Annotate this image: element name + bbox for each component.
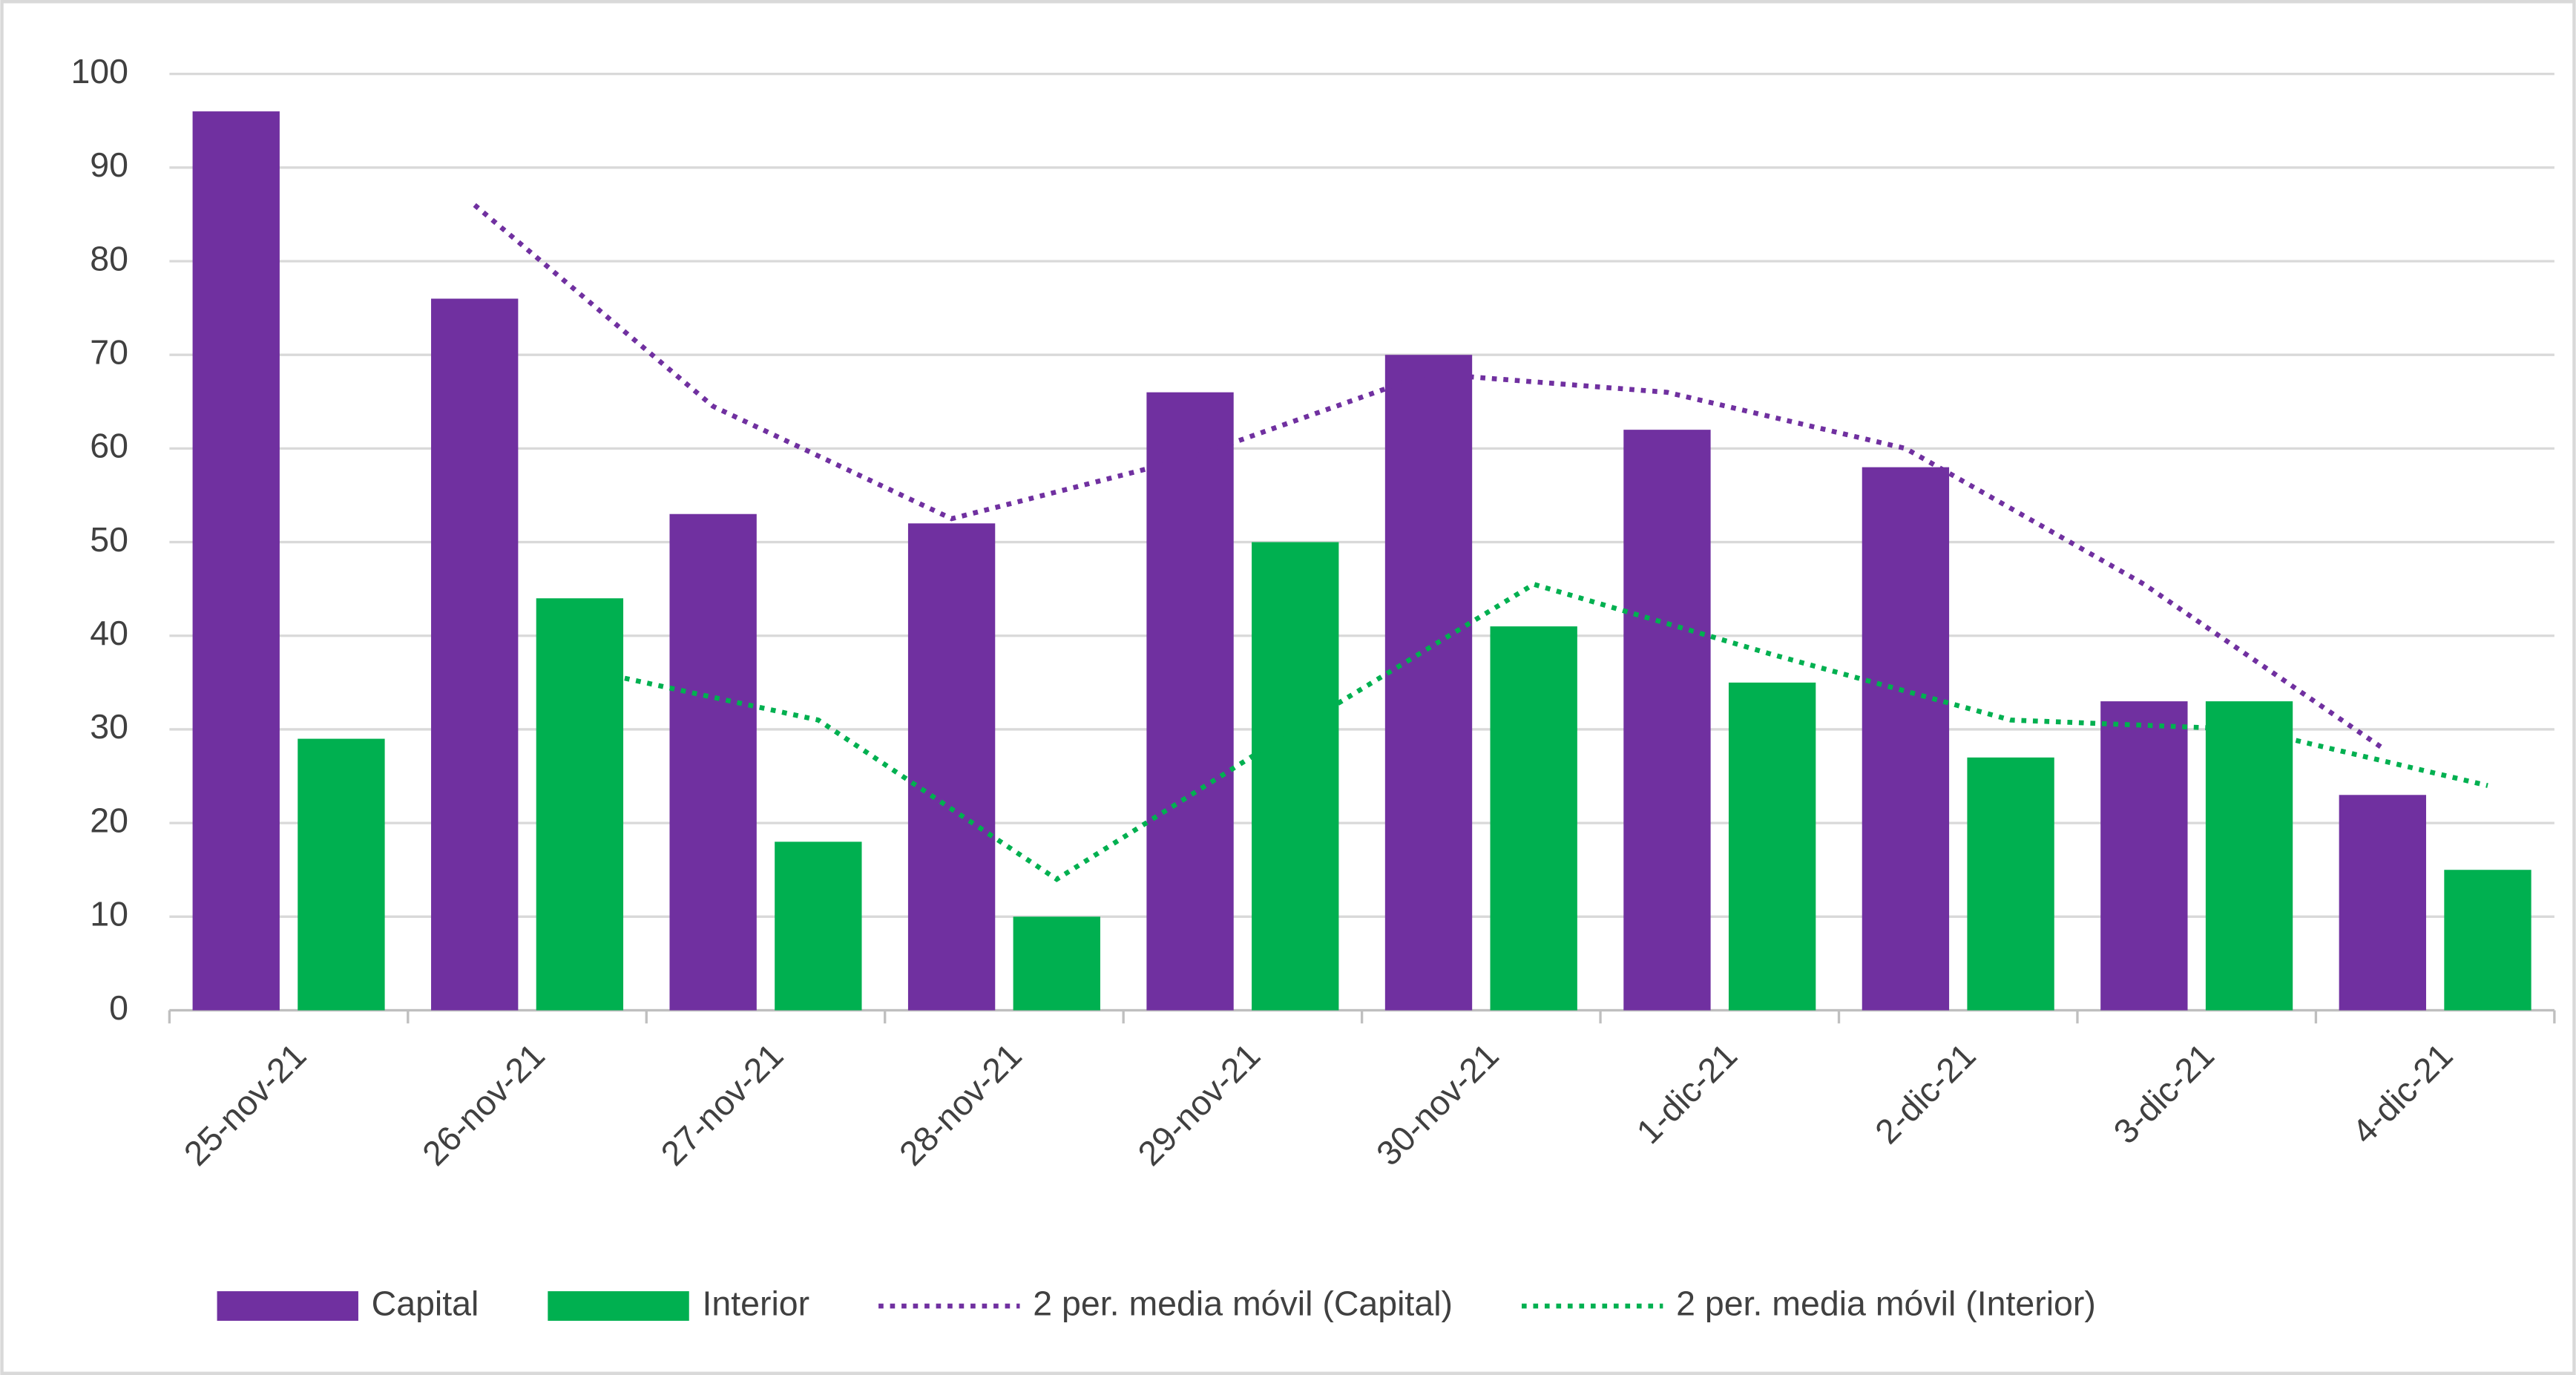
legend-label: Capital [372,1284,479,1322]
bar [1146,392,1234,1011]
legend-label: Interior [702,1284,809,1322]
legend-label: 2 per. media móvil (Interior) [1676,1284,2096,1322]
y-tick-label: 0 [109,988,128,1027]
legend-swatch [548,1291,689,1321]
bar [1967,757,2054,1011]
y-tick-label: 50 [90,520,128,559]
bar [775,841,862,1011]
bar [1623,430,1711,1011]
y-tick-label: 60 [90,427,128,465]
bar [2444,870,2531,1011]
bar [431,298,519,1011]
y-tick-label: 100 [70,52,128,91]
bar [2100,701,2188,1011]
bar [192,111,280,1011]
bar [669,513,757,1011]
bar [2205,701,2293,1011]
bar [2339,795,2426,1011]
y-tick-label: 40 [90,614,128,652]
legend-label: 2 per. media móvil (Capital) [1033,1284,1453,1322]
bar [1728,682,1816,1011]
y-tick-label: 30 [90,707,128,746]
bar [1384,355,1473,1011]
bar [1252,542,1339,1011]
bar [536,598,624,1011]
y-tick-label: 70 [90,332,128,371]
legend: Capital Interior 2 per. media móvil (Capit… [217,1284,2096,1322]
y-tick-label: 20 [90,801,128,839]
bar [298,738,385,1011]
y-tick-label: 80 [90,239,128,278]
bar [1013,916,1100,1011]
bar [907,523,996,1011]
legend-swatch [217,1291,358,1321]
y-tick-label: 10 [90,895,128,933]
bar [1862,467,1950,1011]
bar [1490,626,1577,1011]
y-tick-label: 90 [90,145,128,184]
